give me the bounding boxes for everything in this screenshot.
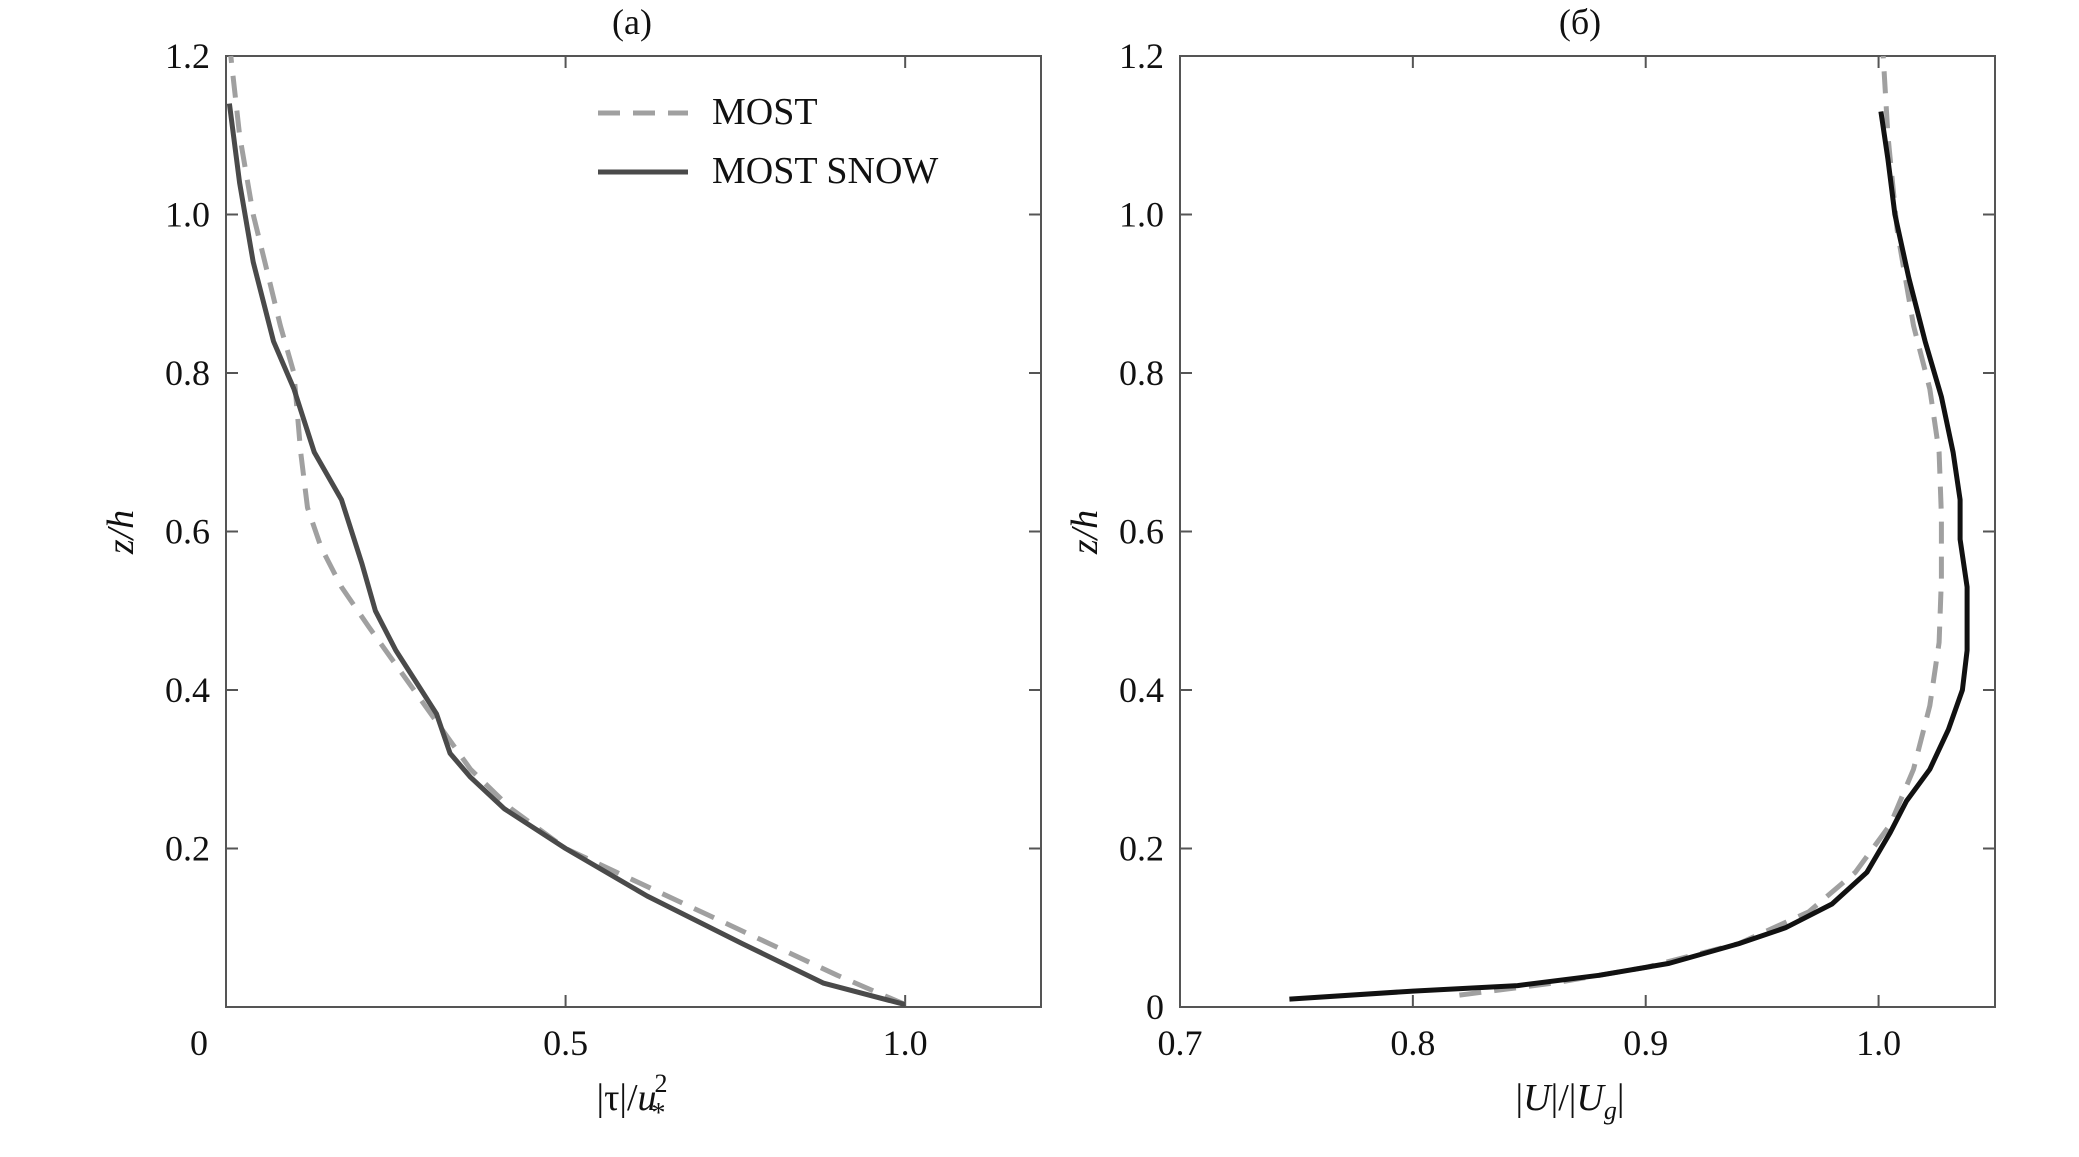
xlabel-a-sup: 2: [655, 1069, 668, 1098]
panel-b-xlabel: |U|/|Ug|: [1516, 1077, 1625, 1125]
panel-b-xtick-label: 0.9: [1623, 1023, 1668, 1063]
panel-a-ytick-label: 0.6: [165, 512, 210, 552]
panel-a-ytick-label: 0.2: [165, 829, 210, 869]
legend-label-most-snow: MOST SNOW: [712, 150, 938, 192]
panel-b-ticks: 0 0.2 0.4 0.6 0.8 1.0 1.2 0.7 0.8 0.9 1.0: [1119, 36, 1995, 1063]
panel-b-ytick-label: 0.8: [1119, 353, 1164, 393]
panel-b-ytick-label: 0.6: [1119, 512, 1164, 552]
panel-a-series-solid: [226, 103, 906, 1008]
panel-b-ylabel: z/h: [1064, 510, 1106, 555]
xlabel-b-close: |: [1617, 1077, 1625, 1119]
panel-b-ytick-label: 0.2: [1119, 829, 1164, 869]
panel-b-series: [1289, 55, 1970, 1002]
panel-a-ytick-label: 1.2: [165, 36, 210, 76]
panel-a-ytick-label: 0.8: [165, 353, 210, 393]
legend-label-most: MOST: [712, 91, 818, 133]
panel-a-ytick-label: 0.4: [165, 670, 210, 710]
panel-a-xlabel: |τ|/u2 *: [596, 1069, 667, 1129]
xlabel-a-var: u: [638, 1077, 657, 1119]
panel-a-ylabel-text: z/h: [100, 510, 142, 555]
xlabel-b-open: |: [1516, 1077, 1524, 1119]
panel-b-xtick-label: 0.8: [1390, 1023, 1435, 1063]
panel-b-ytick-label: 0: [1146, 987, 1164, 1027]
xlabel-b-var2: U: [1576, 1077, 1606, 1119]
panel-a: (a) 0.2 0.4 0.6 0.8 1.0 1.2 0 0.5 1.0 MOST MOST …: [100, 2, 1042, 1129]
panel-b-xtick-label: 1.0: [1856, 1023, 1901, 1063]
panel-b-ylabel-text: z/h: [1064, 510, 1106, 555]
panel-a-title: (a): [612, 2, 652, 42]
panel-a-xtick-label: 0.5: [543, 1023, 588, 1063]
panel-a-ylabel: z/h: [100, 510, 142, 555]
panel-a-ytick-label: 1.0: [165, 195, 210, 235]
panel-b-xtick-label: 0.7: [1158, 1023, 1203, 1063]
xlabel-a-sub: *: [652, 1098, 666, 1129]
xlabel-a-main: |τ|/: [596, 1077, 637, 1119]
panel-b-ytick-label: 1.0: [1119, 195, 1164, 235]
panel-a-series-most-dashed: [228, 55, 907, 1007]
panel-b-series-solid: [1289, 111, 1970, 1002]
panel-b-series-most-dashed: [1459, 55, 1944, 998]
panel-a-legend: MOST MOST SNOW: [598, 91, 938, 192]
xlabel-b-var1: U: [1523, 1077, 1553, 1119]
panel-a-xtick-label: 0: [190, 1023, 208, 1063]
panel-a-series: [226, 55, 907, 1008]
panel-a-ticks: 0.2 0.4 0.6 0.8 1.0 1.2 0 0.5 1.0: [165, 36, 1041, 1063]
panel-b: (б) 00.20.40.60.81.01.20.7 0.8 0.9 1.0 z/h …: [1064, 2, 1996, 1125]
panel-a-xtick-label: 1.0: [883, 1023, 928, 1063]
panel-b-ytick-label: 1.2: [1119, 36, 1164, 76]
panel-a-plot-frame: [225, 55, 1042, 1008]
panel-b-title: (б): [1559, 2, 1601, 42]
xlabel-b-mid: |/|: [1551, 1077, 1577, 1119]
panel-b-ytick-label: 0.4: [1119, 670, 1164, 710]
xlabel-b-sub: g: [1604, 1096, 1617, 1125]
